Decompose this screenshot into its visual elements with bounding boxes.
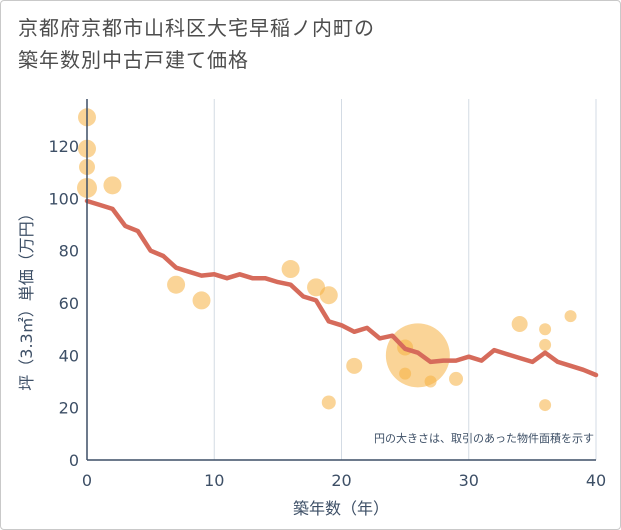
y-tick-label-40: 40	[59, 346, 79, 365]
trend-line-group	[84, 198, 599, 378]
x-tick-label-0: 0	[82, 471, 92, 490]
y-tick-label-60: 60	[59, 294, 79, 313]
bubble-point-4	[103, 176, 122, 195]
bubble-point-7	[281, 260, 300, 279]
bubble-point-17	[511, 315, 528, 332]
bubble-point-6	[192, 291, 211, 310]
bubble-point-5	[167, 275, 186, 294]
bubble-point-9	[319, 286, 338, 305]
axes	[86, 99, 596, 461]
y-tick-label-80: 80	[59, 242, 79, 261]
x-tick-label-40: 40	[586, 471, 606, 490]
size-legend-note: 円の大きさは、取引のあった物件面積を示す	[374, 431, 594, 445]
chart-title: 京都府京都市山科区大宅早稲ノ内町の 築年数別中古戸建て価格	[18, 12, 375, 76]
bubble-point-20	[539, 399, 552, 412]
x-tick-label-30: 30	[459, 471, 479, 490]
bubble-point-11	[346, 357, 363, 374]
tick-labels: 0 20 40 60 80 100 120 0 10 20 30 40	[48, 137, 606, 490]
bubble-point-21	[564, 310, 577, 323]
bubble-point-10	[321, 395, 336, 410]
x-tick-label-20: 20	[331, 471, 351, 490]
y-tick-label-0: 0	[69, 451, 79, 470]
bubble-series	[77, 108, 577, 412]
chart-title-line-1: 京都府京都市山科区大宅早稲ノ内町の	[18, 16, 375, 40]
x-tick-label-10: 10	[204, 471, 224, 490]
x-axis-label: 築年数（年）	[293, 499, 389, 518]
y-axis-label: 坪（3.3㎡）単価（万円）	[17, 205, 36, 390]
bubble-point-18	[539, 323, 552, 336]
y-tick-label-20: 20	[59, 399, 79, 418]
grid-lines	[213, 99, 597, 460]
trend-line	[84, 198, 599, 378]
chart-title-line-2: 築年数別中古戸建て価格	[18, 48, 249, 72]
bubble-point-16	[449, 371, 464, 386]
y-tick-label-100: 100	[48, 189, 79, 208]
y-tick-label-120: 120	[48, 137, 79, 156]
bubble-point-15	[424, 375, 437, 388]
bubble-point-19	[539, 338, 552, 351]
